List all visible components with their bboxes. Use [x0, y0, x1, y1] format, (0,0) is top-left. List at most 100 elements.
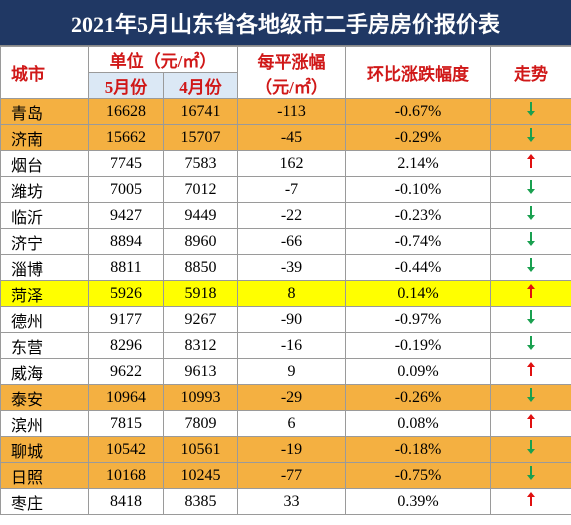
trend-cell	[490, 150, 571, 177]
trend-arrow	[527, 206, 536, 220]
value-cell: 10561	[162, 436, 239, 463]
trend-arrow	[527, 102, 536, 116]
table-row: 威海 9622 9613 9 0.09%	[0, 358, 571, 385]
value-cell: 0.08%	[345, 410, 492, 437]
value-cell: -22	[237, 202, 347, 229]
header-cell: 每平涨幅 （元/㎡）	[237, 46, 347, 99]
value-cell: 10964	[88, 384, 164, 411]
trend-cell	[490, 332, 571, 359]
value-cell: 33	[237, 488, 347, 515]
header-cell: 环比涨跌幅度	[345, 46, 492, 99]
city-cell: 滨州	[0, 410, 89, 437]
value-cell: -29	[237, 384, 347, 411]
table-title: 2021年5月山东省各地级市二手房房价报价表	[0, 0, 571, 46]
city-cell: 烟台	[0, 150, 89, 177]
trend-cell	[490, 306, 571, 333]
value-cell: 8385	[162, 488, 239, 515]
value-cell: -66	[237, 228, 347, 255]
table-row: 滨州 7815 7809 6 0.08%	[0, 410, 571, 437]
value-cell: 10993	[162, 384, 239, 411]
trend-arrow	[527, 414, 536, 428]
value-cell: 162	[237, 150, 347, 177]
value-cell: 8312	[162, 332, 239, 359]
table-row: 枣庄 8418 8385 33 0.39%	[0, 488, 571, 515]
header-cell: 单位（元/㎡）	[87, 46, 239, 73]
value-cell: -77	[237, 462, 347, 489]
value-cell: -0.67%	[345, 98, 492, 125]
header-row: 5月份 4月份	[1, 72, 571, 99]
trend-arrow	[527, 232, 536, 246]
table-row: 东营 8296 8312 -16 -0.19%	[0, 332, 571, 359]
value-cell: 0.09%	[345, 358, 492, 385]
value-cell: 5918	[162, 280, 239, 307]
trend-arrow	[527, 336, 536, 350]
value-cell: 7809	[162, 410, 239, 437]
value-cell: 8960	[162, 228, 239, 255]
city-cell: 日照	[0, 462, 89, 489]
value-cell: -16	[237, 332, 347, 359]
header-cell: 城市	[0, 46, 89, 99]
value-cell: -0.19%	[345, 332, 492, 359]
value-cell: -0.29%	[345, 124, 492, 151]
city-cell: 淄博	[0, 254, 89, 281]
header-text: （元/㎡）	[255, 77, 328, 97]
trend-arrow	[527, 388, 536, 402]
value-cell: -0.26%	[345, 384, 492, 411]
value-cell: 7005	[88, 176, 164, 203]
value-cell: 8296	[88, 332, 164, 359]
value-cell: 2.14%	[345, 150, 492, 177]
trend-cell	[490, 384, 571, 411]
trend-cell	[490, 280, 571, 307]
value-cell: -0.97%	[345, 306, 492, 333]
value-cell: -19	[237, 436, 347, 463]
table-row: 济宁 8894 8960 -66 -0.74%	[0, 228, 571, 255]
city-cell: 聊城	[0, 436, 89, 463]
trend-arrow	[527, 128, 536, 142]
value-cell: 9622	[88, 358, 164, 385]
city-cell: 泰安	[0, 384, 89, 411]
value-cell: -0.74%	[345, 228, 492, 255]
city-cell: 济南	[0, 124, 89, 151]
value-cell: 8418	[88, 488, 164, 515]
header-cell: 4月份	[162, 72, 239, 99]
value-cell: 9	[237, 358, 347, 385]
trend-arrow	[527, 492, 536, 506]
trend-arrow	[527, 154, 536, 168]
table-row: 济南 15662 15707 -45 -0.29%	[0, 124, 571, 151]
value-cell: 15707	[162, 124, 239, 151]
value-cell: 0.14%	[345, 280, 492, 307]
trend-arrow	[527, 466, 536, 480]
header-cell: 走势	[490, 46, 571, 99]
trend-cell	[490, 436, 571, 463]
table-row: 泰安 10964 10993 -29 -0.26%	[0, 384, 571, 411]
trend-arrow	[527, 440, 536, 454]
value-cell: 5926	[88, 280, 164, 307]
trend-cell	[490, 410, 571, 437]
city-cell: 菏泽	[0, 280, 89, 307]
value-cell: 7012	[162, 176, 239, 203]
value-cell: 10168	[88, 462, 164, 489]
table-row: 德州 9177 9267 -90 -0.97%	[0, 306, 571, 333]
table-row: 淄博 8811 8850 -39 -0.44%	[0, 254, 571, 281]
trend-cell	[490, 98, 571, 125]
table-row: 日照 10168 10245 -77 -0.75%	[0, 462, 571, 489]
value-cell: 7815	[88, 410, 164, 437]
header-row: 城市 单位（元/㎡） 每平涨幅 （元/㎡） 环比涨跌幅度 走势	[0, 46, 571, 99]
table-row: 烟台 7745 7583 162 2.14%	[0, 150, 571, 177]
city-cell: 东营	[0, 332, 89, 359]
city-cell: 济宁	[0, 228, 89, 255]
city-cell: 青岛	[0, 98, 89, 125]
trend-arrow	[527, 284, 536, 298]
value-cell: 7583	[162, 150, 239, 177]
trend-arrow	[527, 362, 536, 376]
table-row: 菏泽 5926 5918 8 0.14%	[0, 280, 571, 307]
table-row: 聊城 10542 10561 -19 -0.18%	[0, 436, 571, 463]
value-cell: -45	[237, 124, 347, 151]
value-cell: -0.23%	[345, 202, 492, 229]
trend-cell	[490, 202, 571, 229]
city-cell: 临沂	[0, 202, 89, 229]
city-cell: 德州	[0, 306, 89, 333]
value-cell: 9449	[162, 202, 239, 229]
city-cell: 枣庄	[0, 488, 89, 515]
header-text: 每平涨幅	[257, 52, 326, 72]
